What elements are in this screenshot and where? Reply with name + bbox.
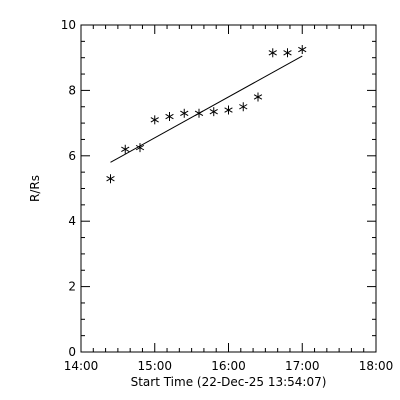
- asterisk-stroke: [121, 146, 130, 152]
- fit-line: [110, 55, 303, 163]
- asterisk-stroke: [224, 107, 233, 113]
- asterisk-stroke: [194, 110, 204, 116]
- y-tick-label: 4: [68, 214, 76, 228]
- y-tick-label: 8: [68, 83, 76, 97]
- asterisk-stroke: [135, 144, 145, 151]
- asterisk-stroke: [165, 113, 174, 120]
- data-point: [253, 92, 263, 102]
- y-tick-labels: 0 2 4 6 8 10: [61, 18, 76, 359]
- x-tick-label: 17:00: [285, 359, 320, 373]
- asterisk-stroke: [268, 50, 277, 56]
- x-tick-labels: 14:00 15:00 16:00 17:00 18:00: [64, 359, 394, 373]
- y-tick-label: 2: [68, 280, 76, 294]
- data-point: [194, 108, 204, 118]
- data-point: [106, 174, 115, 184]
- data-point: [224, 105, 233, 115]
- x-tick-label: 14:00: [64, 359, 99, 373]
- plot-frame: [80, 24, 377, 353]
- data-point: [268, 48, 277, 58]
- data-point: [135, 143, 145, 153]
- axis-ticks: [80, 24, 377, 353]
- x-tick-label: 18:00: [359, 359, 394, 373]
- data-point: [150, 115, 159, 125]
- x-tick-label: 16:00: [211, 359, 246, 373]
- asterisk-stroke: [150, 117, 159, 123]
- x-tick-label: 15:00: [137, 359, 172, 373]
- data-point: [180, 108, 189, 118]
- y-tick-label: 10: [61, 18, 76, 32]
- y-tick-label: 6: [68, 149, 76, 163]
- asterisk-stroke: [180, 110, 189, 116]
- asterisk-stroke: [283, 50, 292, 56]
- asterisk-stroke: [209, 108, 218, 115]
- data-point: [283, 48, 292, 58]
- data-point: [209, 107, 218, 117]
- asterisk-stroke: [253, 94, 263, 100]
- asterisk-stroke: [106, 176, 115, 182]
- data-point: [121, 144, 130, 154]
- y-tick-label: 0: [68, 345, 76, 359]
- asterisk-stroke: [298, 46, 307, 53]
- asterisk-stroke: [239, 104, 248, 110]
- y-axis-label: R/Rs: [28, 175, 42, 202]
- fit-line-layer: [110, 55, 303, 163]
- data-point: [239, 102, 248, 112]
- data-point: [165, 112, 174, 122]
- data-points: [106, 45, 307, 184]
- x-axis-label: Start Time (22-Dec-25 13:54:07): [131, 375, 327, 389]
- data-point: [298, 45, 307, 55]
